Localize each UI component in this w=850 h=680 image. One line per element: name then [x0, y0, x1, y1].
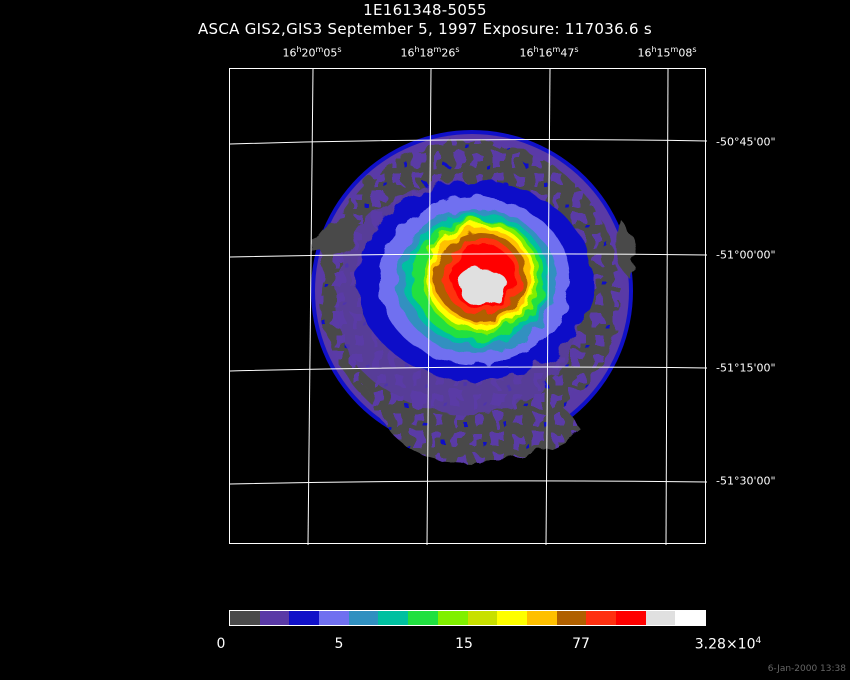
scale-label: 15: [455, 636, 473, 652]
scale-label: 5: [334, 636, 344, 652]
color-scale-swatch: [437, 611, 468, 625]
scale-max-label: 3.28×104: [694, 636, 762, 653]
color-scale-swatch: [408, 611, 438, 625]
ra-label: 16h18m26s: [400, 45, 460, 60]
timestamp: 6-Jan-2000 13:38: [767, 664, 846, 674]
color-scale-swatch: [348, 611, 379, 625]
ra-label: 16h15m08s: [637, 45, 697, 60]
color-scale-swatch: [556, 611, 587, 625]
color-scale-swatch: [497, 611, 527, 625]
color-scale-swatch: [526, 611, 557, 625]
coordinate-grid: [230, 69, 707, 545]
xray-image-panel: [229, 68, 707, 545]
color-scale-swatch: [586, 611, 616, 625]
scale-label: 77: [572, 636, 590, 652]
color-scale-swatch: [289, 611, 320, 625]
color-scale-swatch: [645, 611, 676, 625]
color-scale-bar: [229, 610, 706, 626]
color-scale-swatch: [319, 611, 349, 625]
ra-label: 16h16m47s: [519, 45, 579, 60]
dec-label: -50°45'00": [716, 135, 776, 149]
image-subtitle: ASCA GIS2,GIS3 September 5, 1997 Exposur…: [197, 20, 653, 38]
color-scale-swatch: [378, 611, 409, 625]
color-scale-swatch: [230, 611, 260, 625]
dec-label: -51°15'00": [716, 361, 776, 375]
xray-image: [230, 69, 707, 545]
color-scale-swatch: [675, 611, 705, 625]
bright-source: [357, 181, 593, 381]
color-scale-swatch: [467, 611, 498, 625]
dec-label: -51°30'00": [716, 474, 776, 488]
image-title: 1E161348-5055: [363, 1, 487, 19]
ra-label: 16h20m05s: [282, 45, 342, 60]
dec-label: -51°00'00": [716, 248, 776, 262]
color-scale-swatch: [615, 611, 646, 625]
scale-label: 0: [216, 636, 226, 652]
color-scale-swatch: [259, 611, 290, 625]
